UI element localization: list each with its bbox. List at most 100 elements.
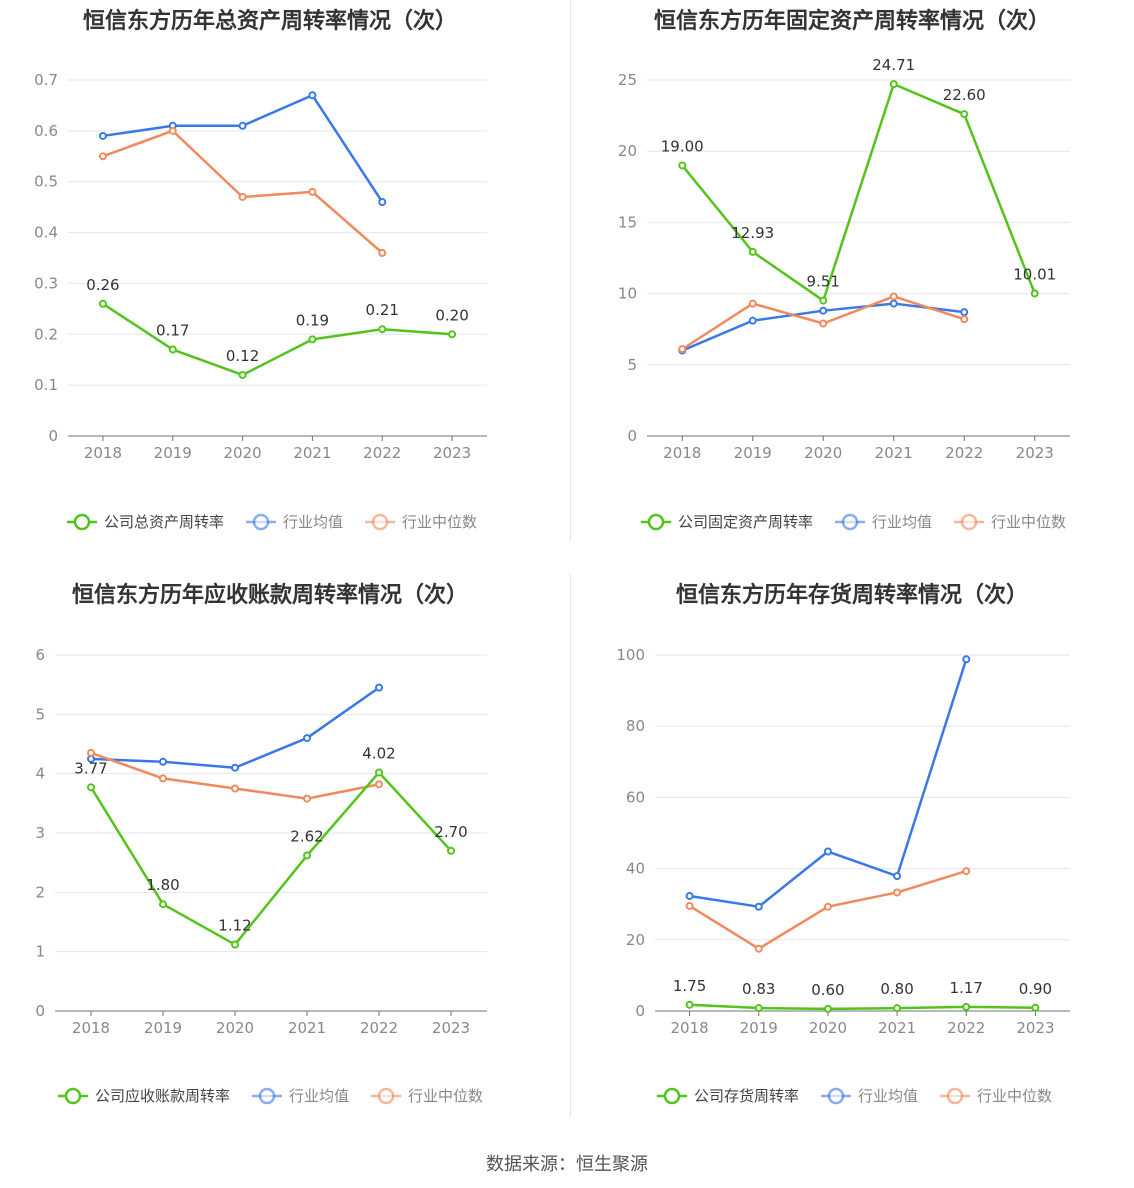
y-tick-label: 2 [35, 883, 45, 901]
y-tick-label: 0.2 [34, 325, 58, 343]
legend-marker-median [371, 513, 389, 531]
data-label: 4.02 [362, 744, 395, 762]
data-point-company [893, 1004, 902, 1013]
data-label: 9.51 [807, 273, 840, 291]
legend-marker-avg [252, 513, 270, 531]
data-label: 0.83 [742, 980, 775, 998]
y-tick-label: 1 [35, 943, 45, 961]
x-tick-label: 2018 [663, 444, 701, 462]
chart-total-assets: 恒信东方历年总资产周转率情况（次） 0 0.1 0.2 0.3 0.4 0.5 0.6 0.7 2… [34, 8, 487, 531]
legend-marker-company [647, 513, 665, 531]
y-tick-label: 0.4 [34, 224, 58, 242]
data-point-company [685, 1000, 694, 1009]
data-point-company [375, 768, 383, 777]
data-label: 0.80 [880, 980, 913, 998]
x-tick-label: 2022 [947, 1019, 985, 1037]
legend-marker-company [73, 513, 91, 531]
data-point-avg [960, 308, 969, 317]
data-point-median [238, 192, 247, 201]
y-tick-label: 4 [35, 765, 45, 783]
data-label: 10.01 [1013, 265, 1056, 283]
data-point-company [819, 296, 828, 305]
series-line-avg [102, 94, 384, 203]
data-point-median [231, 784, 239, 793]
x-tick-label: 2021 [875, 444, 913, 462]
data-label: 1.17 [950, 979, 983, 997]
data-point-company [168, 345, 177, 354]
y-tick-label: 0.1 [34, 376, 58, 394]
chart-title: 恒信东方历年存货周转率情况（次） [676, 582, 1028, 608]
x-tick-label: 2023 [433, 444, 471, 462]
legend-marker-avg [258, 1087, 276, 1105]
data-point-company [448, 330, 457, 339]
y-tick-label: 5 [627, 356, 637, 374]
legend-label-median: 行业中位数 [977, 1087, 1052, 1105]
chart-fixed-assets: 恒信东方历年固定资产周转率情况（次） 0 5 10 15 20 25 2018 2019 2020… [618, 8, 1070, 531]
data-point-median [375, 780, 383, 789]
series-line-median [102, 129, 384, 254]
data-label: 0.26 [86, 276, 119, 294]
x-tick-label: 2019 [740, 1019, 778, 1037]
data-point-company [1031, 1003, 1040, 1012]
y-tick-label: 0.3 [34, 274, 58, 292]
data-source-note: 数据来源：恒生聚源 [486, 1154, 648, 1175]
x-tick-label: 2020 [223, 444, 261, 462]
data-point-median [98, 152, 107, 161]
chart-panel-total-assets: 恒信东方历年总资产周转率情况（次） 0 0.1 0.2 0.3 0.4 0.5 0.6 0.7 2… [0, 0, 567, 560]
legend-label-company: 公司总资产周转率 [104, 513, 224, 531]
data-point-median [378, 248, 387, 257]
legend-marker-median [960, 513, 978, 531]
legend-marker-avg [827, 1087, 845, 1105]
y-tick-label: 40 [626, 860, 645, 878]
chart-panel-fixed-assets: 恒信东方历年固定资产周转率情况（次） 0 5 10 15 20 25 2018 2019 2020… [567, 0, 1134, 560]
chart-panel-receivables: 恒信东方历年应收账款周转率情况（次） 0 1 2 3 4 5 6 2018 2019 2020 202… [0, 574, 567, 1134]
legend-label-median: 行业中位数 [991, 513, 1066, 531]
data-point-company [889, 80, 898, 89]
data-label: 0.17 [156, 322, 189, 340]
data-point-company [231, 940, 239, 949]
x-tick-label: 2022 [363, 444, 401, 462]
y-tick-label: 80 [626, 717, 645, 735]
x-tick-label: 2021 [878, 1019, 916, 1037]
data-label: 0.21 [366, 301, 399, 319]
legend-label-company: 公司应收账款周转率 [95, 1087, 230, 1105]
x-tick-label: 2018 [84, 444, 122, 462]
data-point-median [678, 345, 687, 354]
data-label: 22.60 [943, 86, 986, 104]
data-label: 0.19 [296, 311, 329, 329]
y-tick-label: 20 [626, 931, 645, 949]
data-point-avg [962, 655, 971, 664]
legend-marker-median [946, 1087, 964, 1105]
y-tick-label: 5 [35, 705, 45, 723]
x-tick-label: 2020 [804, 444, 842, 462]
data-point-company [748, 247, 757, 256]
data-label: 2.62 [290, 828, 323, 846]
x-tick-label: 2019 [734, 444, 772, 462]
data-point-avg [378, 198, 387, 207]
chart-title: 恒信东方历年应收账款周转率情况（次） [72, 582, 468, 608]
data-point-avg [308, 91, 317, 100]
legend-label-avg: 行业均值 [289, 1087, 349, 1105]
data-point-avg [893, 872, 902, 881]
data-point-avg [754, 902, 763, 911]
y-tick-label: 25 [618, 71, 637, 89]
legend-label-company: 公司存货周转率 [694, 1087, 799, 1105]
x-tick-label: 2023 [1016, 1019, 1054, 1037]
data-point-median [889, 292, 898, 301]
y-tick-label: 0 [635, 1002, 645, 1020]
data-point-median [685, 901, 694, 910]
data-point-company [754, 1004, 763, 1013]
data-label: 1.12 [218, 917, 251, 935]
chart-inventory: 恒信东方历年存货周转率情况（次） 0 20 40 60 80 100 2018 2019 2020… [616, 582, 1070, 1105]
legend-marker-avg [841, 513, 859, 531]
data-point-avg [375, 683, 383, 692]
data-label: 0.90 [1019, 980, 1052, 998]
legend-marker-median [377, 1087, 395, 1105]
data-point-median [962, 867, 971, 876]
series-line-avg [90, 686, 380, 769]
x-tick-label: 2021 [288, 1019, 326, 1037]
data-point-median [168, 126, 177, 135]
x-tick-label: 2018 [670, 1019, 708, 1037]
data-point-company [962, 1002, 971, 1011]
data-point-company [87, 783, 95, 792]
